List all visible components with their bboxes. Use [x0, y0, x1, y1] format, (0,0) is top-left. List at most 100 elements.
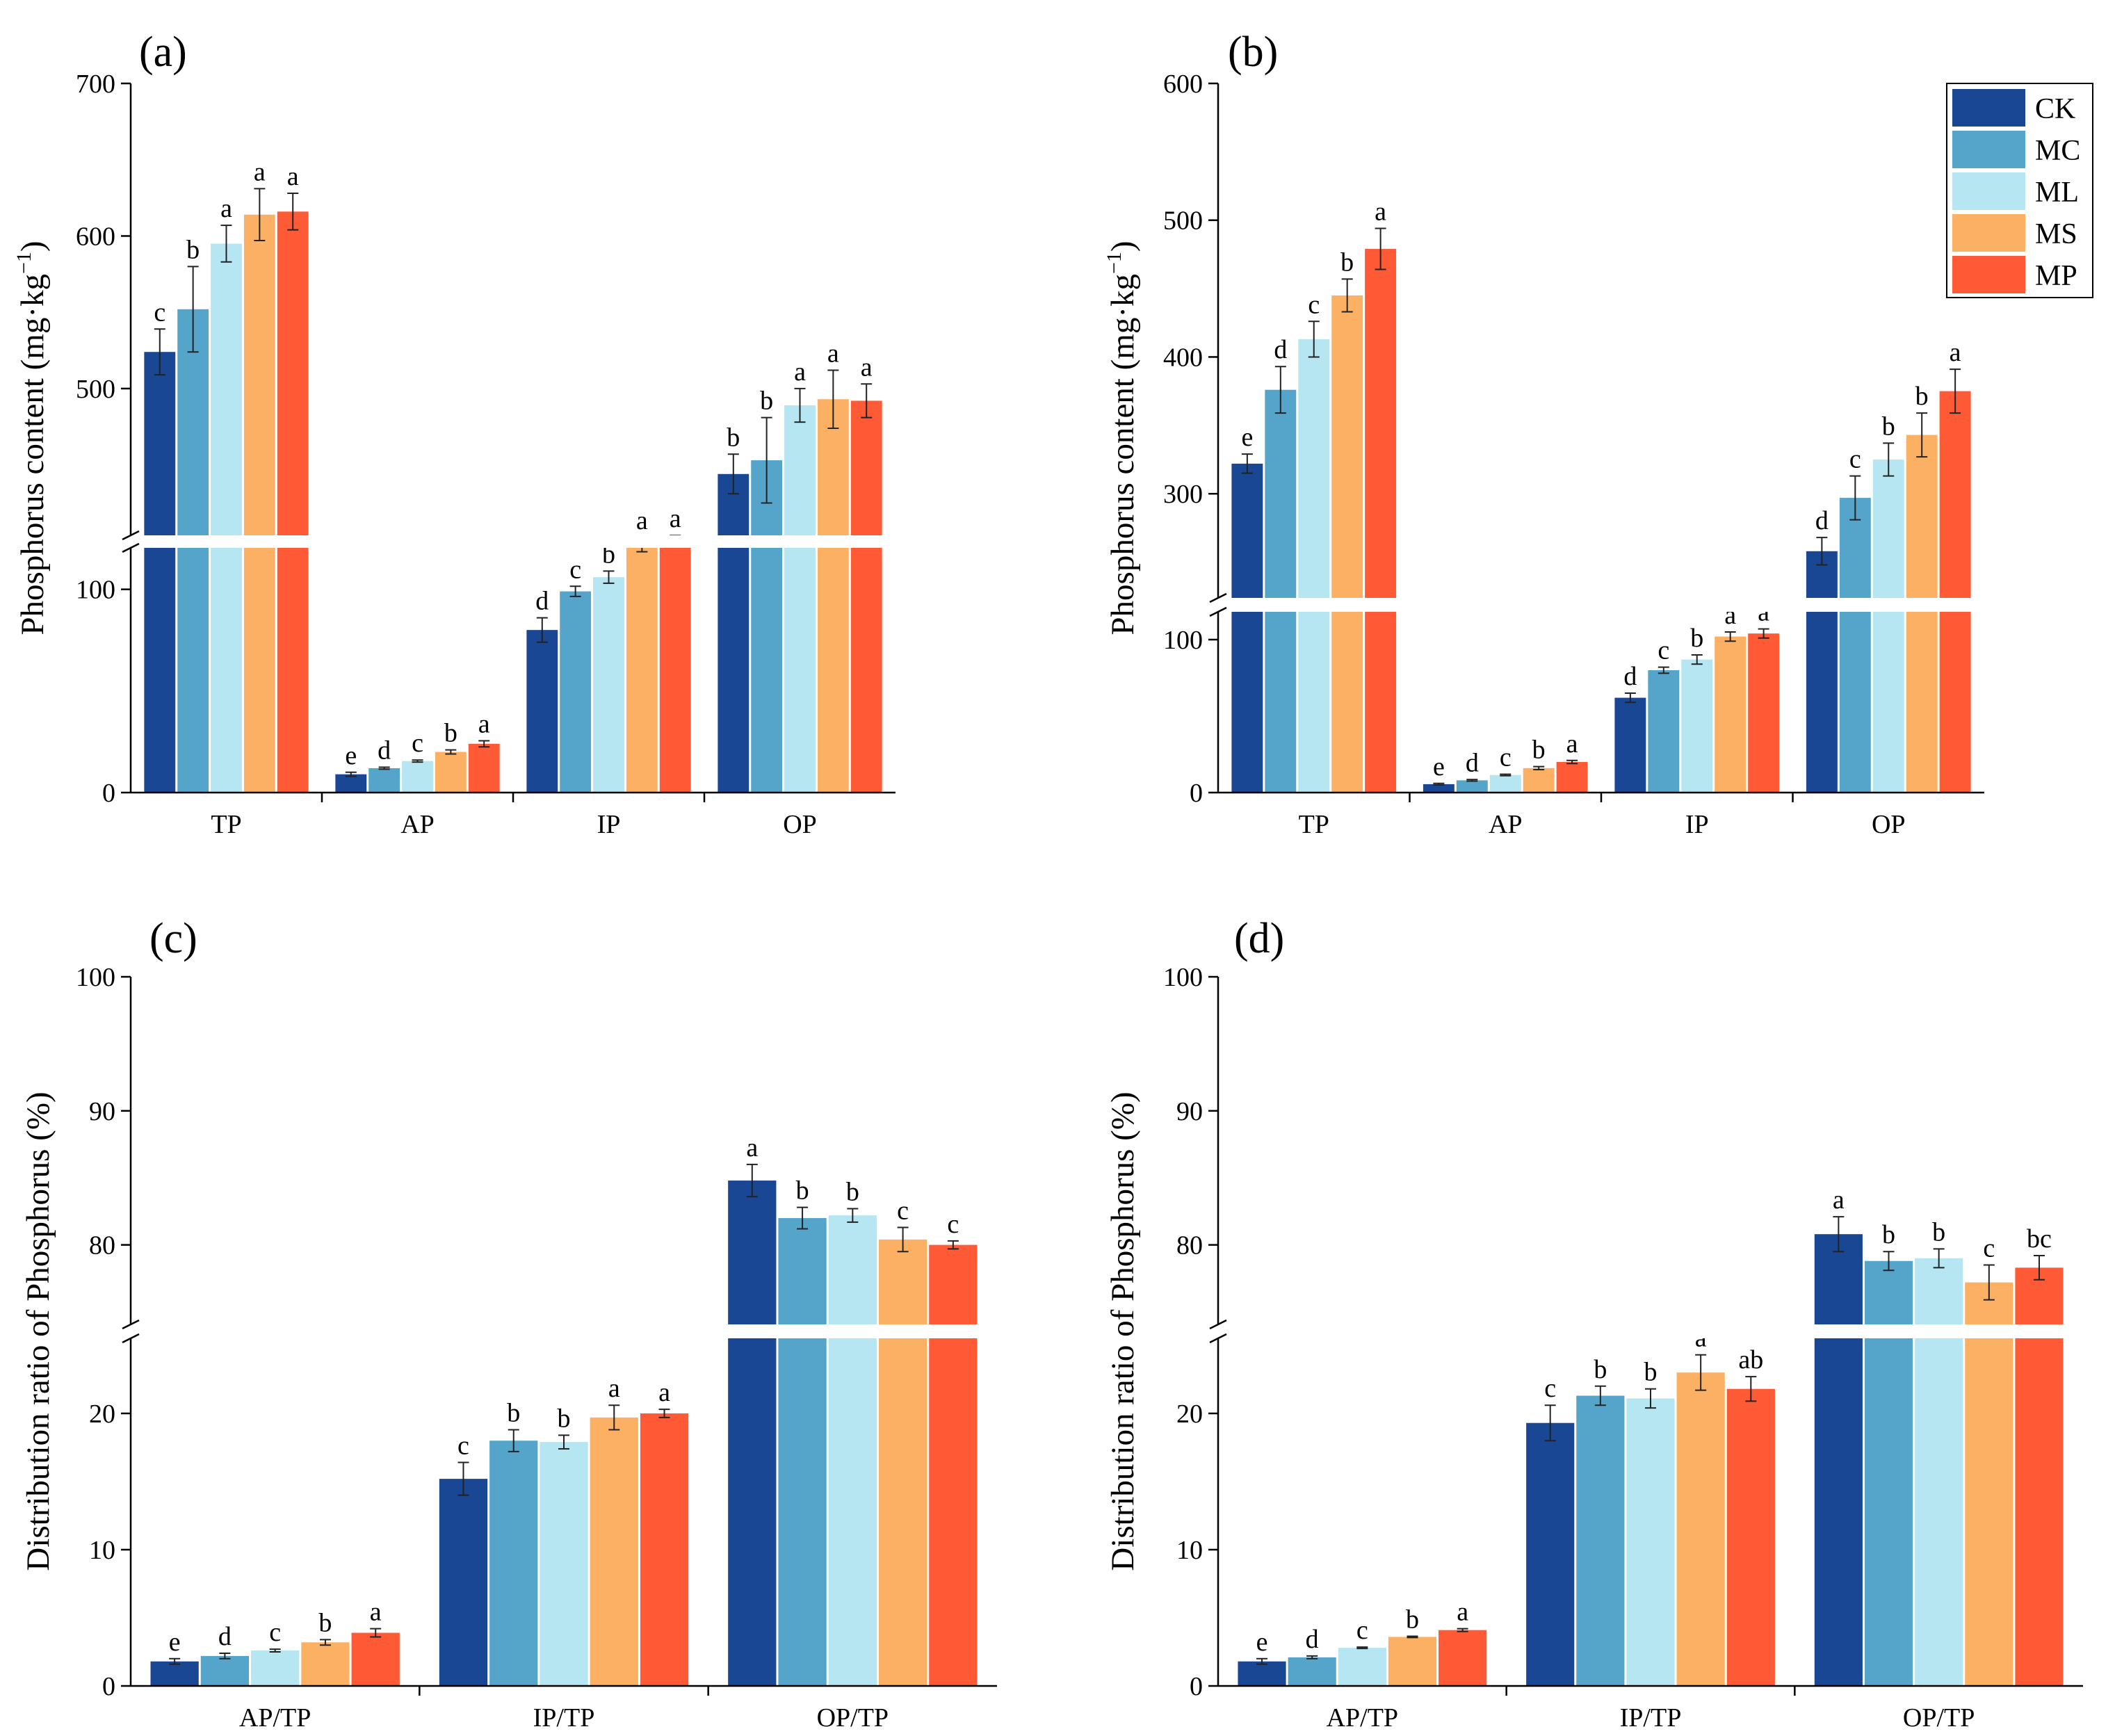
significance-letter: b	[1532, 736, 1546, 765]
significance-letter: b	[558, 1404, 571, 1433]
bar	[1748, 633, 1780, 793]
bar	[1614, 697, 1646, 793]
bar	[468, 743, 500, 793]
y-axis-title-text: Phosphorus content (mg·kg	[15, 274, 51, 635]
bar	[1915, 1258, 1963, 1686]
x-tick-label: AP/TP	[239, 1703, 311, 1733]
x-tick-label: IP	[1685, 810, 1709, 839]
significance-letter: a	[1950, 338, 1961, 367]
significance-letter: c	[1983, 1234, 1995, 1263]
significance-letter: b	[1690, 624, 1703, 653]
significance-letter: a	[608, 1374, 620, 1403]
bar	[1388, 1637, 1437, 1686]
significance-letter: a	[1457, 1598, 1468, 1627]
legend-label: ML	[2035, 177, 2079, 209]
significance-letter: ab	[1738, 1345, 1763, 1374]
significance-letter: a	[254, 157, 266, 186]
y-tick-label: 20	[1176, 1400, 1203, 1429]
significance-letter: d	[1306, 1625, 1319, 1654]
significance-letter: a	[746, 1133, 758, 1162]
bar	[1726, 1388, 1775, 1686]
axis-break-mark	[122, 542, 140, 553]
bar	[1556, 762, 1588, 793]
legend-label: MS	[2035, 218, 2077, 250]
bar	[335, 774, 367, 793]
axis-break-gap	[1221, 1324, 2086, 1338]
y-tick-label: 90	[89, 1097, 115, 1126]
bar	[489, 1441, 538, 1686]
significance-letter: a	[827, 339, 839, 368]
y-axis-title-end: )	[1105, 241, 1141, 252]
legend-swatch	[1952, 256, 2025, 293]
axis-break-gap	[133, 535, 898, 548]
bar	[1648, 670, 1680, 793]
significance-letter: d	[378, 736, 391, 765]
x-tick-label: IP	[597, 810, 621, 839]
y-axis-title: Distribution ratio of Phosphorus (%)	[20, 1092, 56, 1571]
panel-label: (d)	[1234, 915, 1284, 962]
bar	[1456, 780, 1488, 793]
panel-c: e c a d b b c b b b a c a a c 0 10 20 80 90 100 AP/TP IP/TP OP/…	[20, 915, 1000, 1733]
y-tick-label: 0	[1190, 779, 1203, 808]
bar	[1338, 1648, 1386, 1686]
x-tick-label: OP	[1872, 810, 1906, 839]
significance-letter: b	[727, 423, 740, 452]
y-axis-title: Phosphorus content (mg·kg−1)	[13, 241, 51, 635]
x-tick-label: IP/TP	[1620, 1703, 1682, 1733]
significance-letter: c	[947, 1210, 959, 1239]
axis-break-mark	[1209, 1333, 1227, 1344]
x-tick-label: AP	[1489, 810, 1523, 839]
significance-letter: a	[636, 506, 648, 535]
x-tick-label: IP/TP	[533, 1703, 595, 1733]
y-axis-title-end: )	[15, 241, 51, 252]
axis-break-mark	[1209, 592, 1227, 603]
bar	[784, 405, 816, 793]
significance-letter: c	[897, 1196, 909, 1226]
significance-letter: e	[1241, 423, 1253, 452]
axis-break-mark	[122, 1333, 140, 1344]
significance-letter: c	[1658, 636, 1669, 665]
bar	[1423, 784, 1454, 793]
y-tick-label: 100	[76, 576, 115, 605]
legend-label: CK	[2035, 93, 2075, 125]
significance-letter: d	[1623, 662, 1637, 691]
bar	[1715, 636, 1747, 793]
significance-letter: a	[861, 352, 873, 382]
panel-label: (c)	[149, 915, 197, 962]
significance-letter: e	[1433, 752, 1445, 781]
axis-break-gap	[133, 1324, 1000, 1338]
bar	[626, 544, 658, 793]
bar	[277, 211, 309, 793]
bar	[1839, 498, 1871, 793]
bar	[177, 309, 209, 793]
significance-letter: a	[794, 357, 806, 387]
bar	[929, 1244, 978, 1686]
significance-letter: e	[345, 741, 357, 770]
x-tick-label: OP/TP	[817, 1703, 889, 1733]
bar	[1806, 551, 1838, 793]
significance-letter: d	[1274, 335, 1287, 364]
panel-label: (a)	[139, 29, 187, 76]
bar	[1288, 1657, 1336, 1686]
significance-letter: a	[287, 162, 299, 191]
significance-letter: c	[154, 298, 165, 327]
significance-letter: b	[1915, 382, 1929, 411]
bar	[439, 1479, 488, 1686]
bar	[1365, 249, 1397, 793]
bar	[1265, 389, 1297, 793]
significance-letter: d	[1815, 506, 1829, 535]
significance-letter: d	[218, 1622, 232, 1651]
panel-d: ecadbbcbbbacaabbc010208090100AP/TPIP/TPO…	[1105, 915, 2086, 1733]
bar	[1939, 391, 1971, 793]
y-tick-label: 10	[1176, 1536, 1203, 1565]
bar	[1526, 1422, 1575, 1686]
significance-letter: d	[535, 587, 549, 616]
significance-letter: a	[478, 709, 490, 738]
significance-letter: bc	[2027, 1224, 2052, 1254]
bar	[251, 1650, 300, 1686]
y-tick-label: 500	[1163, 206, 1203, 236]
bar	[1489, 774, 1521, 793]
y-tick-label: 500	[76, 375, 115, 404]
